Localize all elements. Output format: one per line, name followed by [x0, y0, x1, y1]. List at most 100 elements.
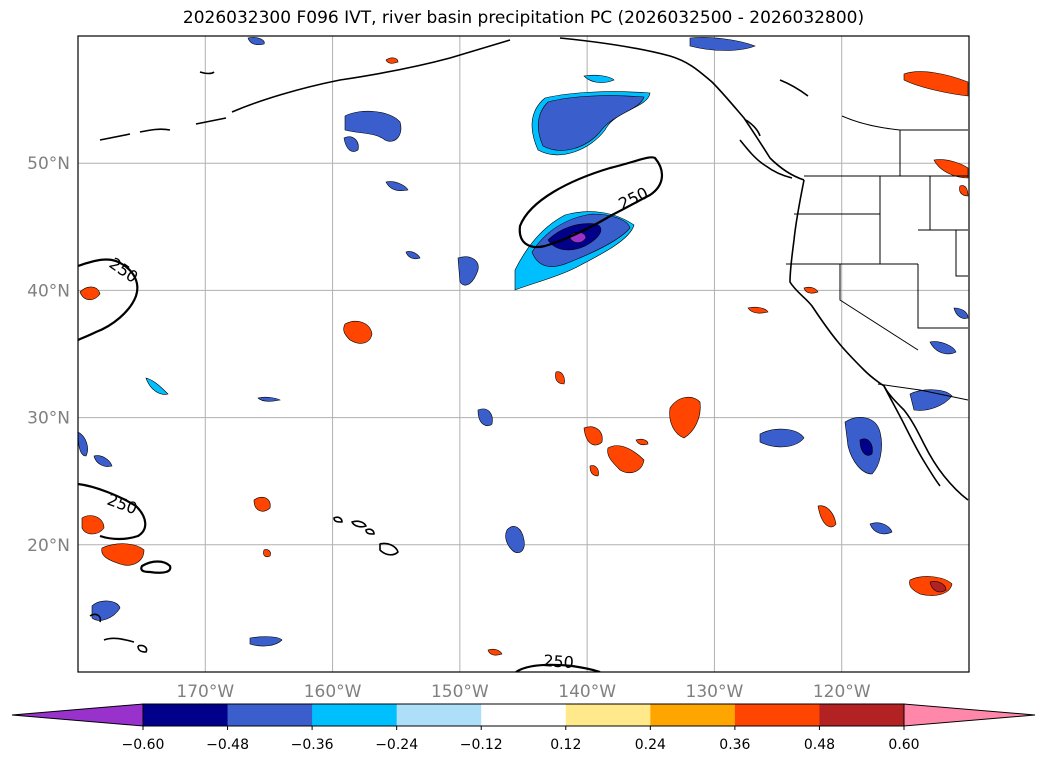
pos-anomaly-ne-b — [933, 159, 969, 179]
lon-label: 130°W — [686, 682, 744, 702]
colorbar-segment — [650, 704, 736, 726]
pos-anomaly-nw-b — [343, 321, 373, 344]
precip-anomaly-layer — [78, 37, 969, 656]
pos-anomaly-ne-a — [903, 71, 969, 97]
colorbar-segment — [734, 704, 820, 726]
ivt-contours — [78, 156, 663, 672]
neg-anomaly-small-d — [93, 455, 113, 467]
neg-anomaly-small-e — [257, 396, 281, 402]
coastline-alaska — [231, 37, 805, 181]
colorbar-tick-label: −0.60 — [122, 737, 165, 753]
pos-anomaly-small-b — [803, 286, 819, 294]
colorbar-tick-label: 0.12 — [550, 737, 581, 753]
lon-label: 160°W — [304, 682, 362, 702]
coastline-aleutians — [99, 71, 227, 141]
colorbar-segment — [312, 704, 398, 726]
colorbar-tick-label: −0.12 — [460, 737, 503, 753]
pos-anomaly-mid-c — [583, 426, 603, 446]
colorbar-segment — [143, 704, 229, 726]
colorbar-tick-label: 0.48 — [804, 737, 835, 753]
pos-anomaly-small-a — [747, 306, 769, 314]
colorbar-tick-label: 0.60 — [888, 737, 919, 753]
colorbar-tick-label: 0.24 — [635, 737, 666, 753]
colorbar-extend-max — [903, 703, 1036, 727]
colorbar: −0.60 −0.48 −0.36 −0.24 −0.12 0.12 0.24 0.36 0.4… — [11, 703, 1036, 753]
pos-anomaly-mid-d — [607, 445, 645, 473]
colorbar-tick-label: 0.36 — [719, 737, 750, 753]
pos-anomaly-small-d — [555, 371, 565, 385]
longitude-labels: 170°W 160°W 150°W 140°W 130°W 120°W — [176, 682, 870, 702]
lat-label: 50°N — [27, 154, 70, 174]
neg-anomaly-mid-c — [505, 526, 525, 553]
neg-anomaly-east-d — [869, 522, 893, 535]
lon-label: 120°W — [813, 682, 871, 702]
map-frame — [77, 35, 970, 673]
neg-anomaly-aleutian-b — [343, 136, 359, 152]
lat-label: 20°N — [27, 536, 70, 556]
pos-anomaly-sw-b — [101, 543, 145, 566]
coastline-west-islands — [89, 613, 148, 653]
neg-anomaly-west-b — [249, 636, 283, 647]
neg-anomaly-east-c — [929, 341, 957, 355]
colorbar-frame — [142, 703, 905, 727]
colorbar-tick-label: −0.48 — [206, 737, 249, 753]
lon-label: 140°W — [558, 682, 616, 702]
pos-anomaly-small-g — [589, 465, 599, 477]
lat-label: 40°N — [27, 281, 70, 301]
colorbar-segment — [227, 704, 313, 726]
coastline-hawaii-c — [333, 516, 343, 523]
pos-anomaly-nw-a — [79, 286, 101, 301]
neg-anomaly-east-a — [759, 428, 805, 448]
map-plot-area — [78, 36, 969, 672]
lon-label: 150°W — [431, 682, 489, 702]
neg-anomaly-small-g — [247, 37, 265, 46]
coastline-hawaii-a — [379, 542, 399, 556]
ivt-contour-sw — [78, 482, 172, 574]
border-canada-provinces — [841, 115, 968, 176]
coastlines — [89, 37, 969, 653]
lon-label: 170°W — [176, 682, 234, 702]
political-borders — [786, 115, 969, 401]
neg-anomaly-gulf-alaska-core — [538, 95, 645, 151]
lat-label: 30°N — [27, 409, 70, 429]
pos-anomaly-mid-b — [669, 396, 701, 439]
neg-anomaly-baja-core — [859, 438, 873, 456]
ivt-contour-west — [78, 258, 139, 341]
pos-anomaly-mid-e — [817, 505, 837, 528]
neg-anomaly-mid-a — [457, 256, 479, 286]
coastline-hawaii-b — [351, 520, 367, 528]
coastline-us-west — [789, 179, 969, 501]
neg-anomaly-small-c — [145, 377, 169, 395]
pos-anomaly-small-c — [263, 549, 271, 558]
border-states — [786, 176, 968, 351]
pos-anomaly-small-f — [959, 185, 969, 197]
border-us-mexico — [877, 383, 969, 401]
colorbar-tick-label: −0.24 — [375, 737, 418, 753]
pos-anomaly-se-a-core — [929, 581, 947, 593]
pos-anomaly-mid-a — [253, 496, 271, 512]
neg-anomaly-small-i — [405, 251, 421, 260]
coastline-hawaii-d — [365, 528, 375, 535]
ivt-contour-south — [515, 663, 601, 672]
ivt-contour-label: 250 — [543, 651, 575, 672]
colorbar-segment — [819, 704, 905, 726]
pos-anomaly-sw-a — [81, 515, 105, 535]
latitude-labels: 50°N 40°N 30°N 20°N — [27, 154, 70, 556]
colorbar-segment — [396, 704, 482, 726]
pos-anomaly-small-h — [635, 438, 649, 446]
colorbar-segment — [481, 704, 567, 726]
pos-anomaly-small-i — [385, 57, 399, 64]
colorbar-tick-label: −0.36 — [291, 737, 334, 753]
neg-anomaly-north-a — [689, 37, 756, 51]
colorbar-segment — [565, 704, 651, 726]
neg-anomaly-small-h — [953, 307, 969, 319]
coastline-canada-islands — [739, 79, 809, 179]
neg-anomaly-small-a — [385, 181, 409, 192]
neg-anomaly-aleutian-a — [344, 110, 402, 142]
map-title: 2026032300 F096 IVT, river basin precipi… — [182, 8, 865, 28]
neg-anomaly-mid-b — [477, 408, 493, 427]
pos-anomaly-small-e — [487, 648, 503, 656]
ivt-contour-ne-pacific — [518, 156, 663, 249]
colorbar-extend-min — [11, 703, 144, 727]
